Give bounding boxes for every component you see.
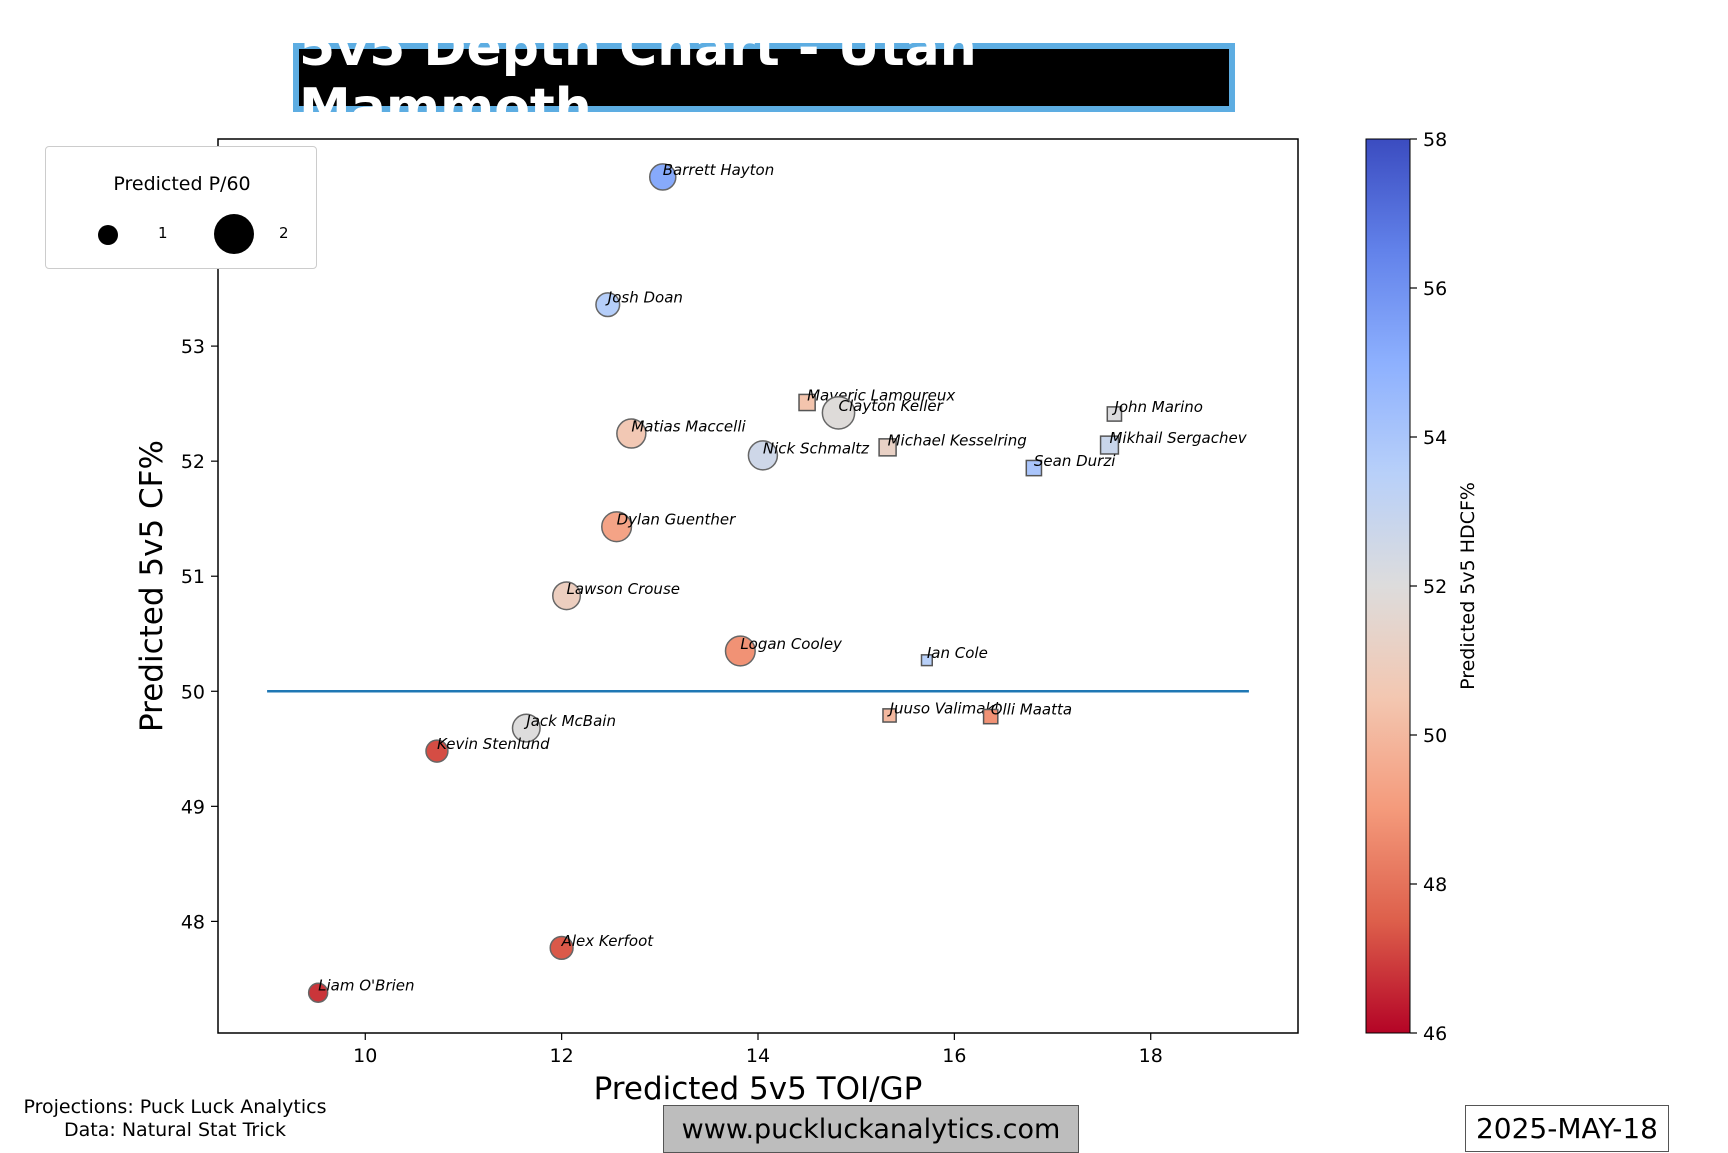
point-marker	[882, 708, 897, 723]
x-tick-label: 16	[942, 1045, 966, 1067]
point-label: Barrett Hayton	[663, 161, 775, 179]
point-marker	[821, 395, 856, 430]
point-marker	[595, 292, 621, 318]
colorbar-tick-label: 48	[1423, 874, 1447, 896]
point-label: Matias Maccelli	[631, 418, 746, 436]
colorbar-tick-label: 58	[1423, 129, 1447, 151]
x-axis-label: Predicted 5v5 TOI/GP	[594, 1071, 923, 1107]
point-marker	[552, 581, 582, 611]
y-tick-label: 51	[181, 566, 205, 588]
point-label: Logan Cooley	[740, 635, 843, 653]
point-marker	[648, 163, 677, 191]
point-marker	[878, 438, 897, 457]
legend-title: Predicted P/60	[113, 173, 251, 195]
y-tick-label: 49	[181, 796, 205, 818]
y-tick-label: 50	[181, 681, 205, 703]
colorbar-tick-label: 52	[1423, 576, 1447, 598]
plot-frame	[217, 138, 1299, 1034]
footer-projections: Projections: Puck Luck Analytics	[23, 1096, 327, 1118]
y-axis-label: Predicted 5v5 CF%	[134, 440, 170, 732]
point-label: Ian Cole	[927, 644, 988, 662]
point-marker	[616, 418, 647, 449]
point-label: Kevin Stenlund	[437, 735, 550, 753]
x-tick-label: 18	[1139, 1045, 1163, 1067]
point-marker	[307, 982, 329, 1003]
colorbar-tick-label: 54	[1423, 427, 1447, 449]
point-marker	[1025, 459, 1043, 477]
point-label: John Marino	[1111, 398, 1203, 416]
legend-label-2: 2	[279, 224, 289, 242]
point-marker	[982, 708, 999, 725]
point-label: Josh Doan	[605, 289, 683, 307]
point-label: Juuso Valimaki	[887, 699, 1000, 717]
x-tick-label: 12	[550, 1045, 574, 1067]
colorbar-tick-label: 50	[1423, 725, 1447, 747]
point-marker	[798, 393, 816, 412]
point-marker	[511, 713, 541, 743]
point-marker	[1106, 406, 1123, 422]
point-label: Mikhail Sergachev	[1109, 429, 1247, 447]
point-marker	[724, 635, 756, 667]
y-tick-label: 53	[181, 336, 205, 358]
colorbar-label: Predicted 5v5 HDCF%	[1457, 482, 1479, 690]
footer-data-source: Data: Natural Stat Trick	[64, 1119, 286, 1141]
point-marker	[1099, 435, 1120, 455]
x-tick-label: 14	[746, 1045, 770, 1067]
website-link[interactable]: www.puckluckanalytics.com	[663, 1105, 1079, 1153]
colorbar-tick-label: 56	[1423, 278, 1447, 300]
point-label: Jack McBain	[523, 712, 616, 730]
point-label: Clayton Keller	[839, 397, 944, 415]
point-marker	[425, 739, 449, 763]
y-axis: 48495051525354	[181, 221, 218, 933]
point-marker	[747, 440, 779, 471]
footer-credits: Projections: Puck Luck Analytics Data: N…	[0, 1096, 350, 1142]
colorbar	[1365, 138, 1411, 1034]
point-label: Dylan Guenther	[617, 511, 737, 529]
size-legend: Predicted P/60 1 2	[45, 146, 317, 269]
point-label: Alex Kerfoot	[561, 932, 655, 950]
legend-label-1: 1	[158, 224, 168, 242]
x-axis: 10 12 14 16 18	[353, 1033, 1163, 1067]
point-label: Sean Durzi	[1034, 452, 1116, 470]
point-label: Lawson Crouse	[567, 580, 680, 598]
point-marker	[601, 511, 633, 543]
point-label: Liam O'Brien	[318, 977, 414, 995]
point-label: Nick Schmaltz	[763, 439, 870, 457]
date-badge: 2025-MAY-18	[1465, 1105, 1669, 1152]
point-marker	[549, 935, 574, 961]
legend-marker-1	[98, 225, 118, 245]
point-marker	[920, 654, 933, 667]
colorbar-tick-label: 46	[1423, 1023, 1447, 1045]
y-tick-label: 48	[181, 911, 205, 933]
point-label: Michael Kesselring	[888, 431, 1027, 449]
point-label: Olli Maatta	[991, 701, 1072, 719]
legend-marker-2	[214, 214, 254, 254]
y-tick-label: 52	[181, 451, 205, 473]
x-tick-label: 10	[353, 1045, 377, 1067]
colorbar-axis: 46 48 50 52 54 56 58	[1410, 129, 1447, 1045]
